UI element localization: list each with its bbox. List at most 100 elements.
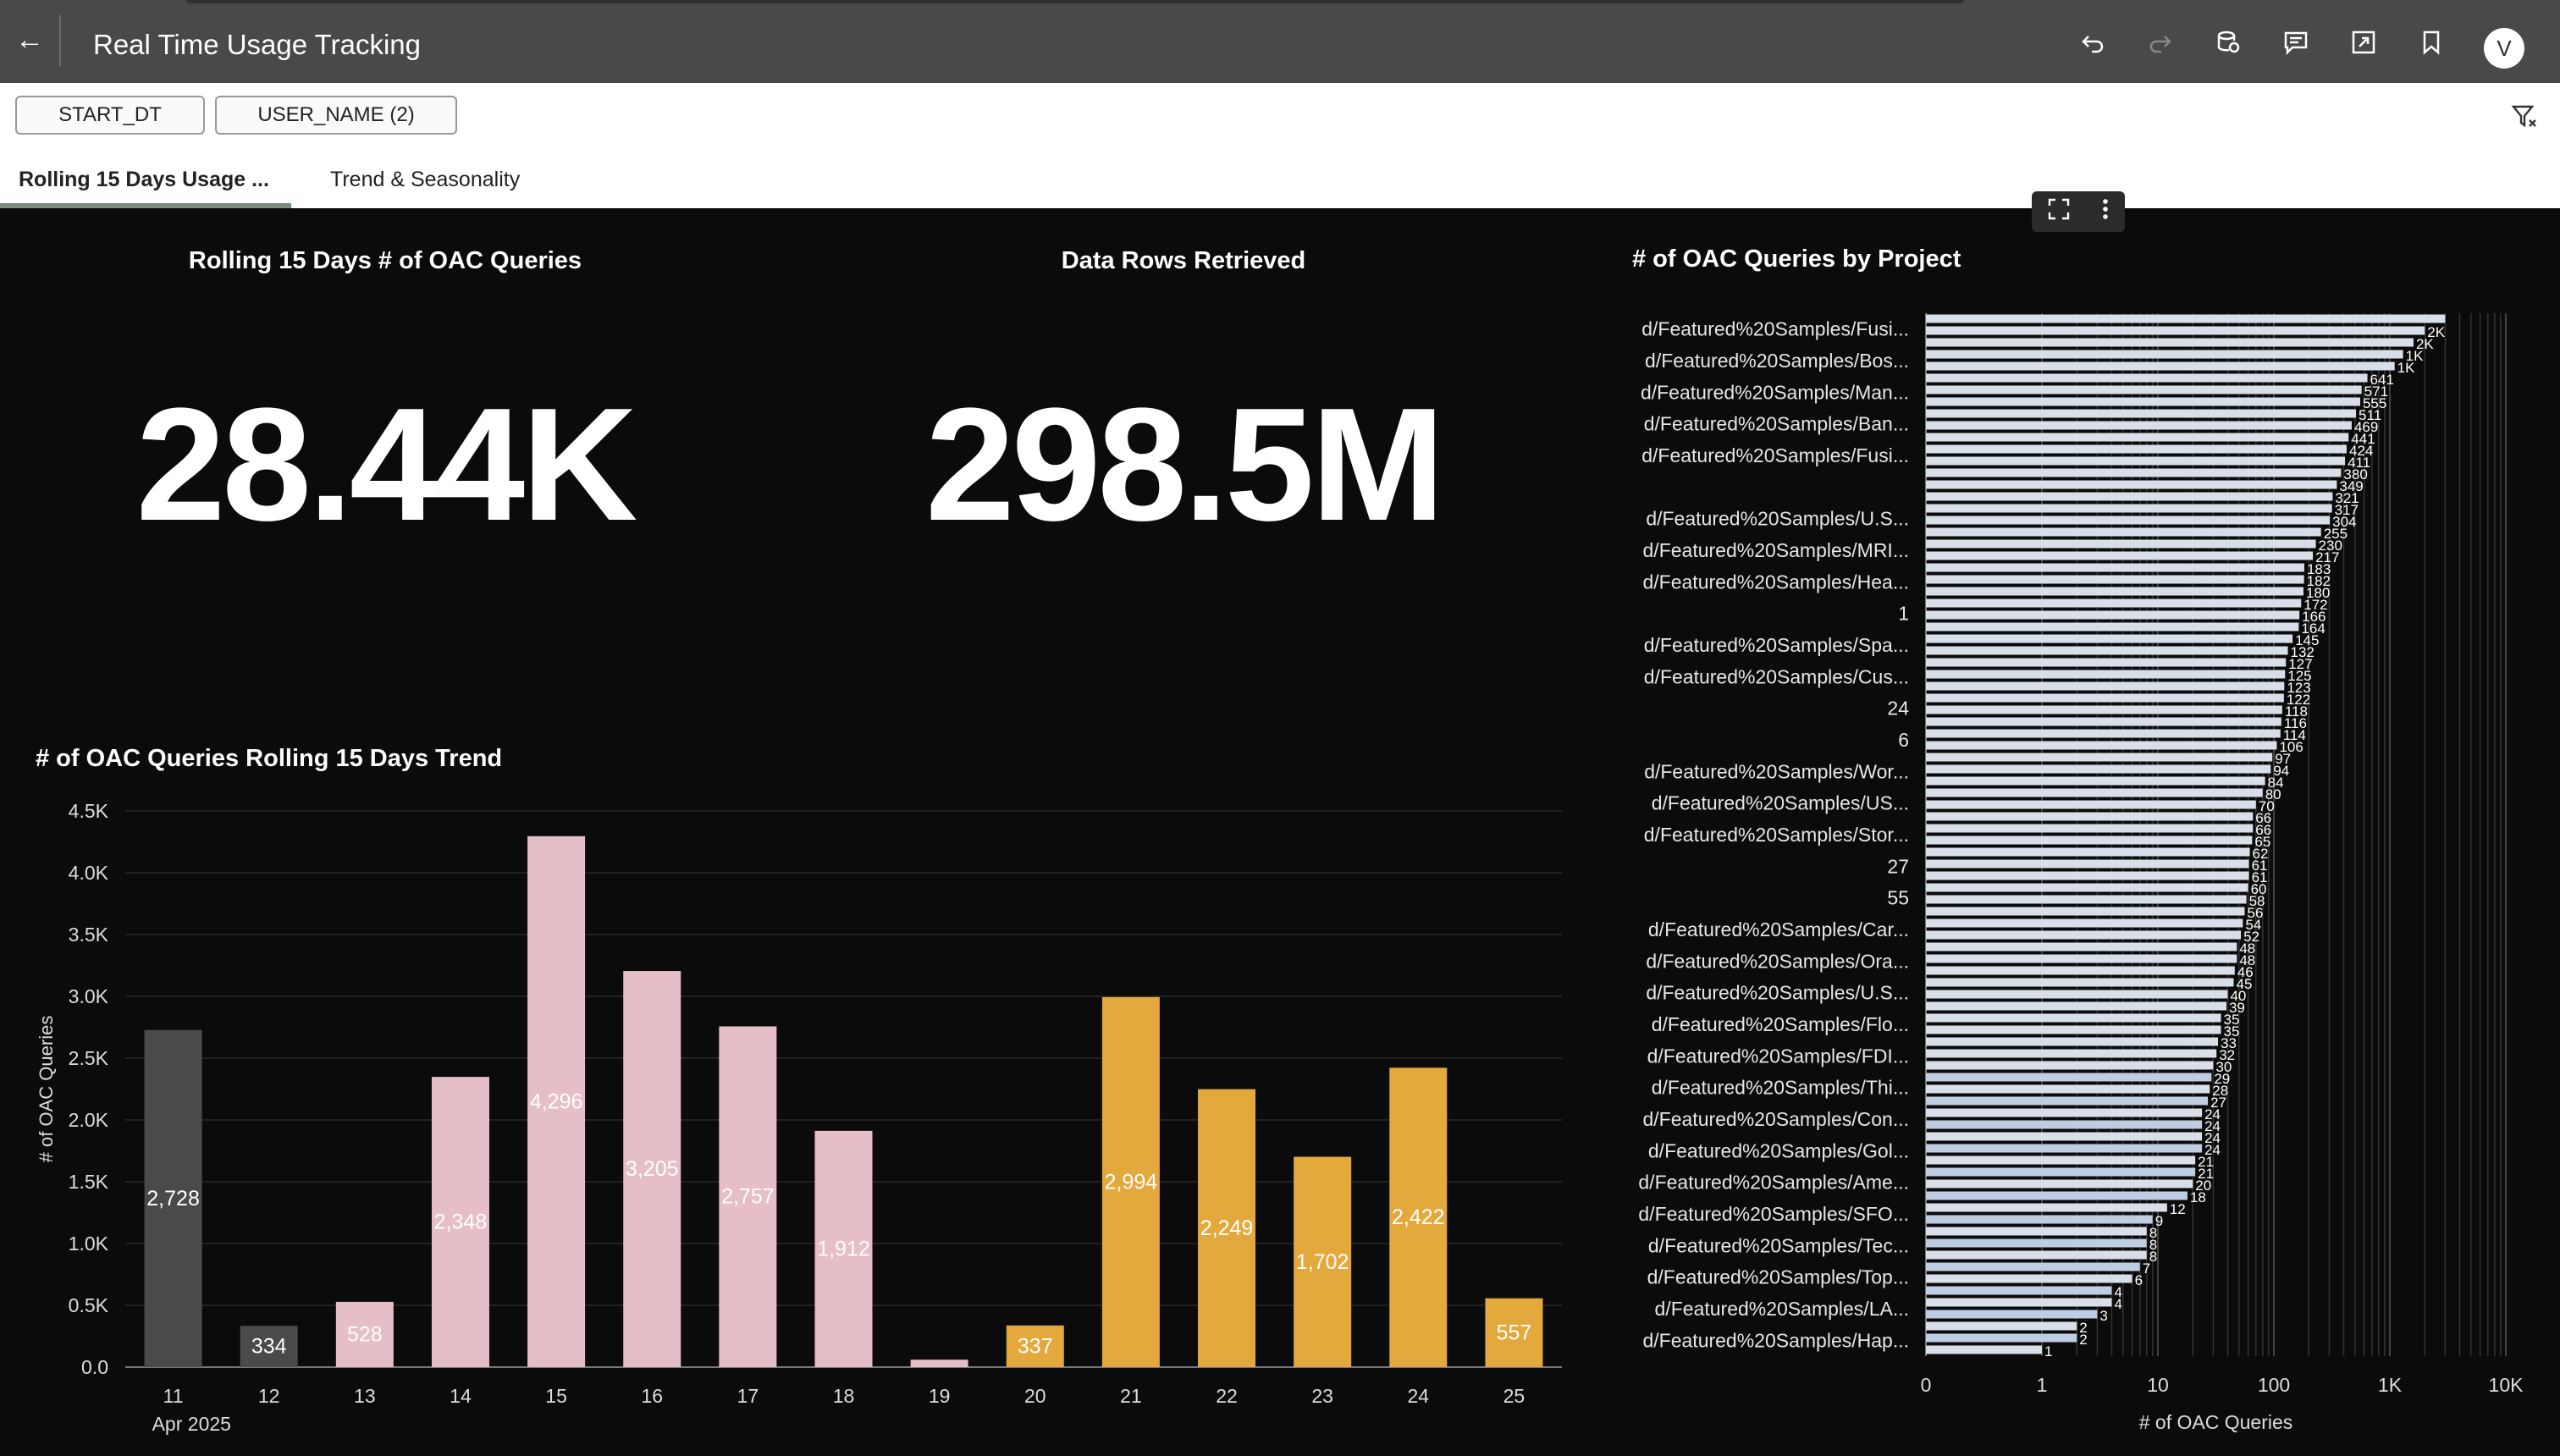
- project-bar: [1926, 788, 2263, 797]
- project-bar: [1926, 693, 2284, 703]
- bar-data-label: 3,205: [626, 1157, 679, 1181]
- expand-icon[interactable]: [2047, 197, 2071, 227]
- project-bar-label: 9: [2155, 1213, 2163, 1229]
- project-bar: [1926, 753, 2273, 762]
- project-bar: [1926, 1203, 2167, 1212]
- kpi-title-queries: Rolling 15 Days # of OAC Queries: [188, 247, 582, 274]
- project-bar-label: 125: [2287, 668, 2311, 684]
- project-bar: [1926, 1345, 2042, 1354]
- bar-data-label: 2,757: [721, 1185, 775, 1209]
- project-bar: [1926, 1037, 2219, 1046]
- bar-data-label: 1,702: [1296, 1250, 1349, 1274]
- project-bar: [1926, 871, 2249, 880]
- trend-bar: [431, 1077, 489, 1367]
- project-bar: [1926, 338, 2414, 347]
- project-bar: [1926, 326, 2425, 335]
- project-bar-label: 4: [2114, 1284, 2121, 1300]
- project-bar-label: 60: [2251, 881, 2267, 897]
- active-tab-indicator: [0, 203, 291, 208]
- project-category-label: 27: [1887, 855, 1909, 877]
- project-bar: [1926, 314, 2446, 323]
- project-bar-label: 24: [2204, 1118, 2221, 1134]
- filter-chip-start-dt[interactable]: START_DT: [15, 96, 205, 135]
- undo-icon[interactable]: [2076, 25, 2110, 59]
- bookmark-icon[interactable]: [2414, 25, 2448, 59]
- x-tick-label: 1: [2037, 1374, 2048, 1396]
- filter-chip-user-name[interactable]: USER_NAME (2): [215, 96, 457, 135]
- data-icon[interactable]: [2211, 25, 2245, 59]
- tab-trend-seasonality[interactable]: Trend & Seasonality: [330, 168, 521, 191]
- bar-data-label: 2,728: [146, 1187, 200, 1211]
- project-bar: [1926, 764, 2271, 774]
- project-bar: [1926, 1167, 2196, 1177]
- x-tick-label: 10K: [2489, 1374, 2524, 1396]
- project-bar-label: 94: [2273, 763, 2289, 779]
- project-bar-label: 123: [2287, 680, 2310, 696]
- project-bar: [1926, 563, 2304, 572]
- trend-bar: [1485, 1298, 1543, 1367]
- x-tick-label: 15: [545, 1385, 567, 1407]
- project-bar-label: 183: [2307, 561, 2331, 577]
- project-bar: [1926, 634, 2293, 643]
- project-bar-label: 511: [2359, 407, 2381, 423]
- project-bar-label: 35: [2224, 1012, 2240, 1028]
- filter-icon[interactable]: [2508, 100, 2541, 134]
- project-category-label: d/Featured%20Samples/LA...: [1655, 1298, 1909, 1320]
- project-category-label: d/Featured%20Samples/Fusi...: [1641, 318, 1909, 340]
- project-bar: [1926, 444, 2347, 454]
- project-bar: [1926, 1215, 2153, 1224]
- project-bar-label: 127: [2288, 656, 2312, 672]
- project-bar-label: 24: [2204, 1130, 2221, 1146]
- project-bar-label: 2: [2079, 1332, 2087, 1348]
- project-bar-label: 21: [2198, 1166, 2214, 1182]
- project-bar: [1926, 504, 2332, 513]
- project-bar: [1926, 990, 2228, 999]
- project-bar: [1926, 1262, 2140, 1271]
- project-bar: [1926, 1073, 2212, 1082]
- project-bar: [1926, 1321, 2077, 1331]
- project-bar-label: 8: [2149, 1225, 2157, 1241]
- canvas-tab-bar: Rolling 15 Days Usage ... Trend & Season…: [0, 149, 2560, 208]
- tab-rolling-15-days[interactable]: Rolling 15 Days Usage ...: [19, 168, 269, 191]
- x-tick-label: 1K: [2378, 1374, 2403, 1396]
- comment-icon[interactable]: [2279, 25, 2313, 59]
- project-bar-label: 21: [2198, 1154, 2214, 1170]
- project-bar-label: 61: [2252, 858, 2268, 874]
- user-avatar[interactable]: V: [2484, 28, 2524, 69]
- present-icon[interactable]: [2347, 25, 2381, 59]
- project-bar: [1926, 670, 2286, 679]
- x-tick-label: 21: [1120, 1385, 1142, 1407]
- project-bar: [1926, 717, 2281, 726]
- project-bar-label: 3: [2099, 1308, 2107, 1324]
- project-bar: [1926, 681, 2285, 691]
- back-arrow-icon[interactable]: ←: [15, 23, 44, 56]
- bar-data-label: 2,249: [1200, 1216, 1254, 1240]
- viz-toolbar: [2032, 191, 2125, 232]
- project-bar: [1926, 350, 2403, 359]
- trend-bar: [1006, 1325, 1064, 1367]
- project-category-label: d/Featured%20Samples/Hea...: [1642, 571, 1909, 593]
- project-bar: [1926, 468, 2342, 477]
- project-bar-label: 122: [2287, 692, 2310, 708]
- project-bar: [1926, 1286, 2112, 1295]
- y-tick-label: 3.0K: [69, 985, 109, 1007]
- project-bar: [1926, 539, 2316, 549]
- trend-bar: [527, 836, 586, 1367]
- project-bar: [1926, 859, 2249, 869]
- redo-icon: [2143, 25, 2177, 59]
- trend-bar: [623, 971, 681, 1367]
- project-bar: [1926, 824, 2254, 833]
- x-tick-label: 17: [737, 1385, 759, 1407]
- project-bar-label: 39: [2229, 1000, 2245, 1016]
- more-vertical-icon[interactable]: [2101, 197, 2110, 227]
- project-category-label: d/Featured%20Samples/SFO...: [1638, 1203, 1909, 1225]
- trend-bar: [719, 1026, 777, 1367]
- project-bar-label: 172: [2303, 597, 2327, 613]
- project-bar: [1926, 907, 2245, 916]
- project-bar-label: 106: [2279, 739, 2303, 755]
- project-category-label: d/Featured%20Samples/Hap...: [1642, 1329, 1909, 1351]
- project-category-label: d/Featured%20Samples/Flo...: [1652, 1013, 1909, 1035]
- project-bar: [1926, 1144, 2203, 1153]
- project-bar-label: 555: [2363, 395, 2386, 411]
- project-bar-label: 7: [2143, 1260, 2150, 1277]
